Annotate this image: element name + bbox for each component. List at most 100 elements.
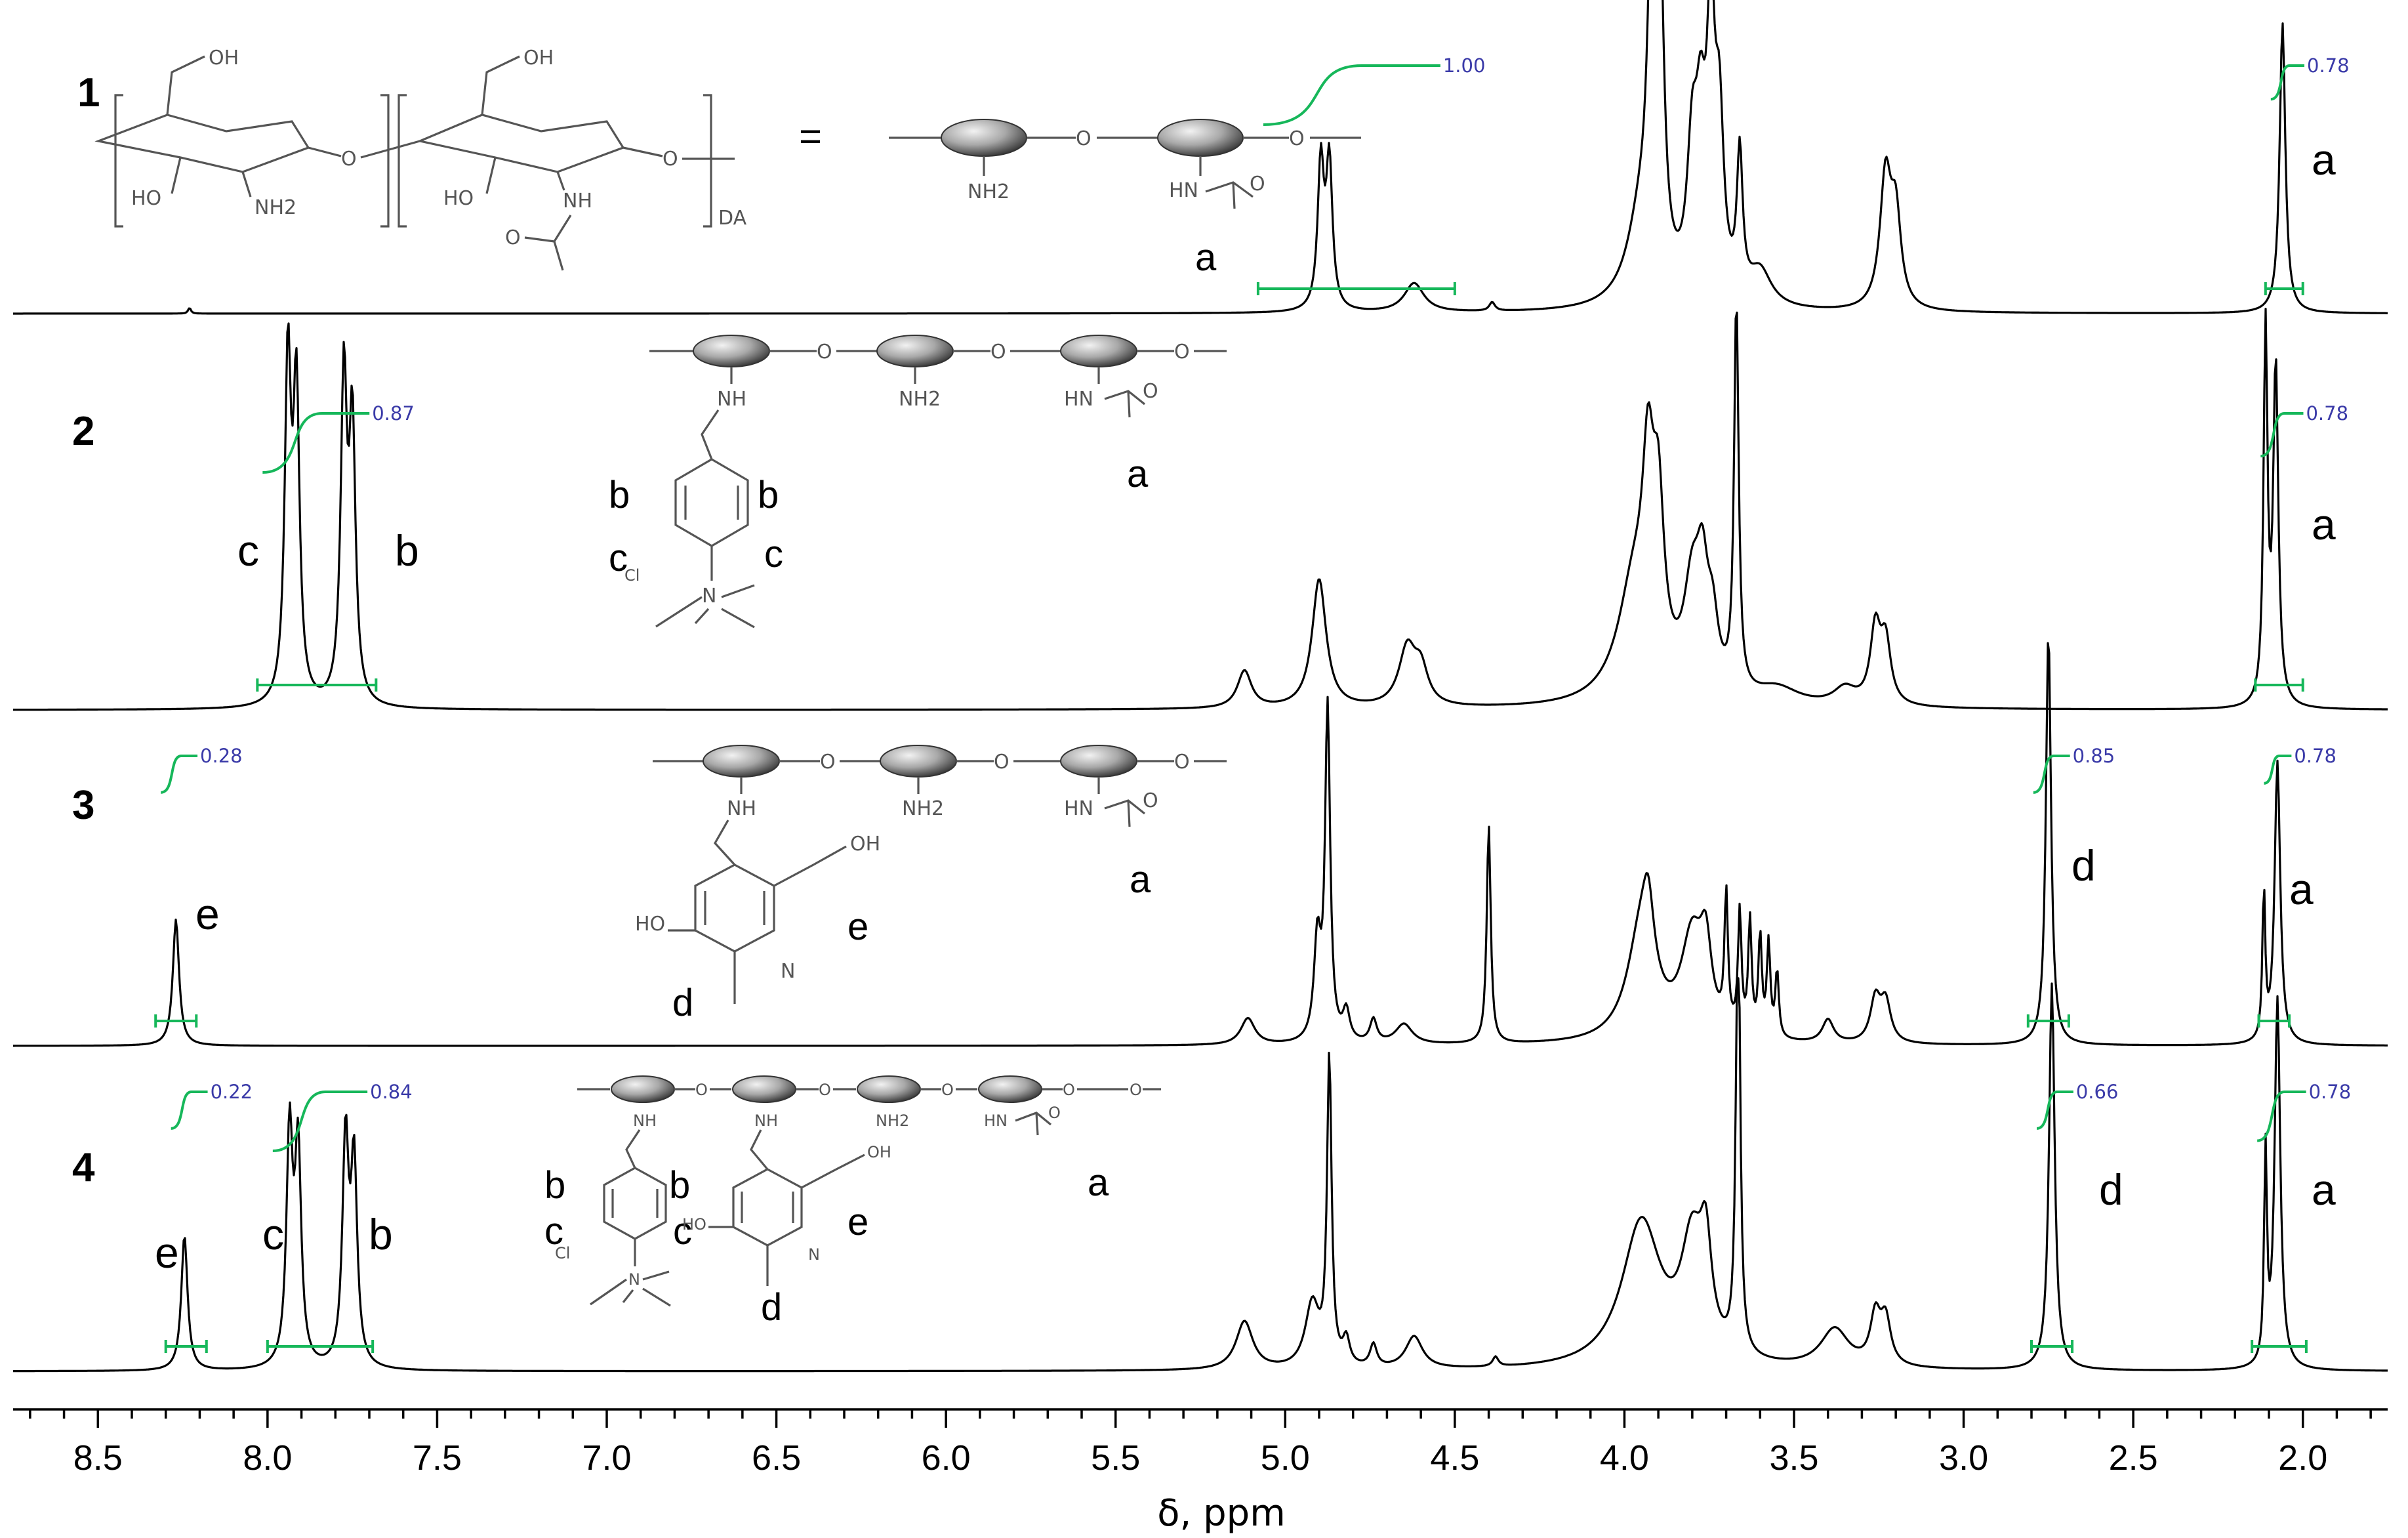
bead2-o-2: O — [990, 341, 1006, 364]
o-link-1: O — [341, 148, 357, 171]
spectrum-label-3: 3 — [72, 783, 94, 828]
integral-value-4-0: 0.22 — [211, 1081, 253, 1103]
bead3-o-1: O — [820, 751, 836, 774]
ho-2: HO — [443, 187, 474, 210]
bead-label-a: a — [1195, 236, 1217, 279]
bead4-o-4: O — [1063, 1081, 1075, 1099]
integral-curve-4-0 — [171, 1091, 208, 1130]
bead2-nh: NH — [717, 388, 746, 411]
tick-label-4: 6.5 — [752, 1438, 801, 1478]
spectrum-label-4: 4 — [72, 1145, 95, 1190]
integral-curve-3-0 — [160, 755, 198, 794]
integral-value-2-0: 0.87 — [372, 402, 415, 425]
tick-label-3: 7.0 — [582, 1438, 631, 1478]
integral-value-3-1: 0.85 — [2073, 745, 2115, 767]
bead4-label-d: d — [761, 1286, 782, 1329]
integral-value-3-0: 0.28 — [200, 745, 243, 767]
bead-o-1: O — [1076, 127, 1092, 150]
bead-acetyl-o: O — [1250, 173, 1265, 196]
bead4-nh2: NH2 — [876, 1112, 909, 1130]
integrals-layer: 1.00 0.78 0.87 0.78 0.28 0.85 0.78 0.22 0.84 0.66… — [154, 54, 2352, 1353]
o-link-2: O — [663, 148, 678, 171]
peak-label-a-4: a — [2312, 1165, 2336, 1214]
tick-label-11: 3.0 — [1939, 1438, 1988, 1478]
ho-1: HO — [131, 187, 161, 210]
bead4-o-5: O — [1130, 1081, 1142, 1099]
spectrum-trace-2 — [13, 308, 2388, 711]
integral-curve-3-1 — [2033, 755, 2070, 794]
peak-label-d-4: d — [2099, 1165, 2123, 1214]
bead2-o-1: O — [817, 341, 832, 364]
integral-curve-2-1 — [2260, 412, 2304, 458]
bead-chain-4: O O O O O NH NH NH2 HN O a N Cl b b c — [544, 1075, 1161, 1329]
bead4-o-1: O — [695, 1081, 708, 1099]
bead4-o-2: O — [819, 1081, 831, 1099]
bead2-label-a: a — [1127, 453, 1149, 495]
bracket-left-2 — [398, 94, 407, 228]
bead4-label-b-left: b — [544, 1164, 565, 1207]
nh2-1: NH2 — [255, 196, 296, 219]
tick-label-7: 5.0 — [1261, 1438, 1310, 1478]
tick-label-8: 4.5 — [1430, 1438, 1479, 1478]
bead2-cl: Cl — [624, 566, 640, 585]
bead3-ho: HO — [635, 913, 665, 936]
integral-curve-4-1 — [272, 1091, 368, 1152]
peak-label-c-2: c — [237, 526, 259, 575]
integral-value-3-2: 0.78 — [2294, 745, 2337, 767]
spectra-layer — [13, 0, 2388, 1373]
peak-label-d-3: d — [2071, 841, 2096, 890]
bead4-acetyl-o: O — [1048, 1104, 1061, 1122]
integral-value-4-1: 0.84 — [370, 1081, 413, 1103]
bracket-right-2 — [703, 94, 712, 228]
bead4-label-a: a — [1088, 1161, 1109, 1204]
peak-label-b-2: b — [395, 526, 419, 575]
bead4-label-e: e — [847, 1201, 868, 1243]
bead4-label-c-left: c — [544, 1210, 563, 1253]
chitosan-structure: OH HO NH2 O OH HO NH O O DA — [94, 47, 747, 271]
bead3-hn: HN — [1064, 797, 1093, 820]
bead3-acetyl-o: O — [1143, 789, 1158, 812]
peak-label-b-4: b — [369, 1210, 393, 1258]
tick-label-10: 3.5 — [1769, 1438, 1818, 1478]
bead4-n-1: N — [628, 1270, 640, 1289]
integral-curve-4-2 — [2036, 1091, 2073, 1130]
bead3-nh2: NH2 — [902, 797, 944, 820]
tick-label-6: 5.5 — [1091, 1438, 1140, 1478]
integral-curve-1-1 — [2270, 64, 2305, 101]
oh-2: OH — [523, 47, 554, 70]
peak-labels: a c b a e d a e c b d a — [155, 135, 2336, 1277]
ring-2 — [416, 114, 625, 173]
bead2-nh2: NH2 — [899, 388, 941, 411]
tick-label-1: 8.0 — [243, 1438, 292, 1478]
tick-label-13: 2.0 — [2278, 1438, 2327, 1478]
da-subscript: DA — [718, 207, 747, 230]
bracket-left-1 — [114, 94, 123, 228]
equals-sign: = — [799, 114, 822, 158]
spectrum-label-2: 2 — [72, 409, 94, 454]
bead4-nh-2: NH — [754, 1112, 778, 1130]
bead-nh2: NH2 — [968, 180, 1010, 203]
bead4-nh-1: NH — [633, 1112, 657, 1130]
x-axis: 8.5 8.0 7.5 7.0 6.5 6.0 5.5 5.0 4.5 4.0 3.5 3.0 2.5 2… — [13, 1408, 2388, 1478]
integral-curve-2-0 — [262, 412, 370, 474]
ring-1 — [94, 114, 310, 173]
peak-label-a-1: a — [2312, 135, 2336, 184]
peak-label-a-3: a — [2289, 865, 2314, 913]
bracket-right-1 — [380, 94, 390, 228]
bead3-n: N — [781, 960, 795, 983]
tick-label-12: 2.5 — [2109, 1438, 2158, 1478]
integral-value-4-3: 0.78 — [2309, 1081, 2352, 1103]
bead-hn: HN — [1169, 179, 1198, 202]
oh-1: OH — [209, 47, 239, 70]
pyridine-ring — [694, 863, 775, 953]
bead3-o-3: O — [1174, 751, 1190, 774]
tick-label-9: 4.0 — [1600, 1438, 1649, 1478]
integral-value-1-1: 0.78 — [2307, 54, 2350, 77]
spectrum-label-1: 1 — [77, 70, 100, 115]
bead4-oh: OH — [867, 1143, 891, 1161]
bead3-label-a: a — [1130, 858, 1151, 901]
bead4-hn: HN — [984, 1112, 1008, 1130]
tick-label-0: 8.5 — [73, 1438, 123, 1478]
bead4-label-b-right: b — [669, 1164, 690, 1207]
bead-chain-1: O O NH2 HN O a — [889, 119, 1361, 279]
